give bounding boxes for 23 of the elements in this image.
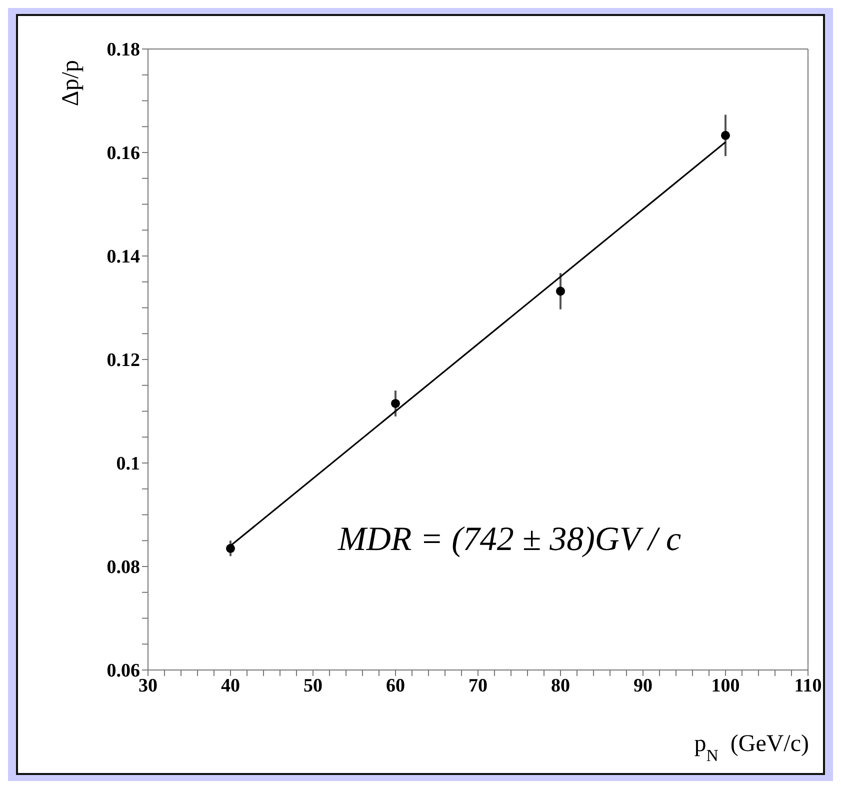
x-tick-label: 30: [138, 675, 158, 696]
point: [390, 398, 400, 408]
y-tick-label: 0.12: [106, 350, 140, 372]
y-tick-label: 0.16: [106, 143, 140, 164]
x-tick-label: 50: [304, 675, 322, 696]
x-tick-label: 90: [634, 675, 652, 696]
x-tick-label: 100: [711, 675, 740, 696]
annotation: MDR = (742 ± 38)GV / c: [338, 521, 682, 559]
x-tick-label: 80: [551, 675, 570, 696]
y-tick-label: 0.14: [106, 246, 140, 268]
point: [226, 544, 236, 553]
y-axis-title: Δp/p: [58, 60, 84, 106]
x-tick-label: 60: [386, 675, 405, 696]
point: [556, 286, 566, 296]
x-axis-title: p$_{N}$ (GeV/c): [694, 731, 809, 764]
point: [720, 130, 730, 140]
y-tick-label: 0.1: [116, 454, 140, 475]
x-tick-label: 70: [468, 675, 488, 696]
y-tick-label: 0.06: [106, 660, 140, 682]
y-tick-label: 0.08: [106, 557, 140, 578]
x-tick-label: 40: [221, 675, 240, 696]
x-tick-label: 110: [794, 675, 822, 696]
y-tick-label: 0.18: [106, 40, 140, 61]
